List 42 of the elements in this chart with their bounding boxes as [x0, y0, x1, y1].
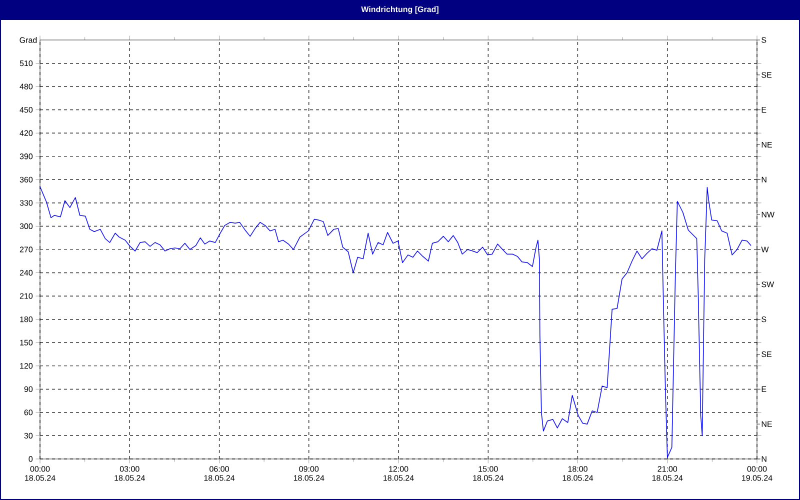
text: S [762, 316, 766, 322]
text: SE [762, 72, 772, 78]
text: SE [762, 351, 772, 358]
x-tick-label: 00:00 19.05.24 [742, 466, 772, 481]
y-tick-label: 450 [20, 106, 33, 113]
text: N [762, 176, 766, 182]
y-tick-label: 510 [20, 60, 33, 66]
y-tick-label: 300 [20, 223, 33, 230]
x-tick-label: 21:00 18.05.24 [652, 466, 683, 481]
y-tick-label: 60 [24, 410, 33, 416]
text: S [762, 37, 766, 43]
x-tick-label: 03:00 18.05.24 [114, 466, 145, 481]
text: W [761, 246, 769, 252]
x-tick-label: 12:00 18.05.24 [384, 466, 414, 481]
text: NE [762, 421, 772, 427]
text: E [762, 386, 766, 392]
x-tick-label: 00:00 18.05.24 [25, 466, 56, 481]
y-tick-label: 240 [20, 270, 33, 276]
chart-title: Windrichtung [Grad] [361, 6, 438, 14]
y-tick-label: 360 [20, 176, 33, 182]
y-tick-label: 180 [20, 316, 33, 322]
x-tick-label: 09:00 18.05.24 [294, 466, 324, 481]
text: SW [762, 282, 774, 288]
y-tick-label: 420 [20, 130, 33, 136]
y-tick-label: 0 [28, 456, 33, 462]
y-tick-label: 330 [20, 200, 33, 206]
y-tick-label: 210 [20, 293, 33, 299]
x-tick-label: 18:00 18.05.24 [562, 466, 594, 481]
text: N [762, 456, 766, 462]
y-tick-label: 390 [20, 154, 33, 160]
text: E [762, 107, 766, 113]
text: NE [762, 142, 772, 148]
y-tick-label: 480 [20, 84, 33, 90]
y-tick-label: 90 [24, 386, 33, 392]
y-axis-title: Grad [20, 37, 37, 43]
y-tick-label: 120 [20, 363, 33, 369]
y-tick-label: 30 [24, 432, 33, 439]
text: NW [762, 212, 774, 218]
y-tick-label: 150 [20, 340, 33, 346]
x-tick-label: 06:00 18.05.24 [204, 466, 235, 481]
y-tick-label: 270 [20, 246, 33, 252]
x-tick-label: 15:00 18.05.24 [473, 466, 504, 481]
